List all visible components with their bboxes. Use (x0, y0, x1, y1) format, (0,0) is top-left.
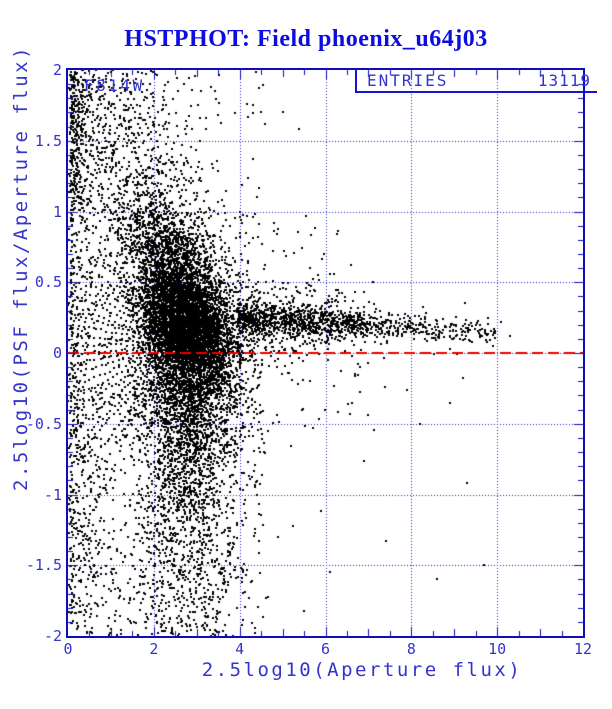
x-tick-label: 2 (149, 640, 159, 658)
x-axis-title: 2.5log10(Aperture flux) (201, 659, 523, 681)
x-tick-label: 10 (488, 640, 507, 658)
x-tick-label: 12 (573, 640, 593, 658)
y-tick-label: -1 (43, 485, 62, 504)
y-tick-label: 0 (52, 344, 62, 362)
page-title: HSTPHOT: Field phoenix_u64j03 (124, 26, 488, 52)
filter-label: F814W (84, 76, 145, 95)
y-tick-label: 1.5 (34, 131, 62, 150)
y-axis-title: 2.5log10(PSF flux/Aperture flux) (10, 44, 32, 492)
y-tick-label: -2 (43, 627, 62, 645)
y-tick-label: -0.5 (25, 414, 62, 433)
y-tick-label: -1.5 (25, 556, 62, 575)
entries-count: 13119 (537, 71, 591, 90)
x-tick-label: 4 (235, 640, 245, 658)
scatter-canvas (68, 70, 583, 636)
entries-label: ENTRIES (367, 71, 449, 90)
x-tick-label: 8 (406, 640, 416, 658)
x-tick-label: 0 (63, 640, 73, 658)
x-tick-label: 6 (320, 640, 331, 658)
entries-box: ENTRIES 13119 (355, 70, 597, 93)
y-tick-label: 1 (52, 202, 62, 221)
y-tick-label: 0.5 (34, 273, 62, 292)
plot-area: F814W ENTRIES 13119 (66, 68, 597, 638)
y-tick-label: 2 (52, 61, 62, 79)
